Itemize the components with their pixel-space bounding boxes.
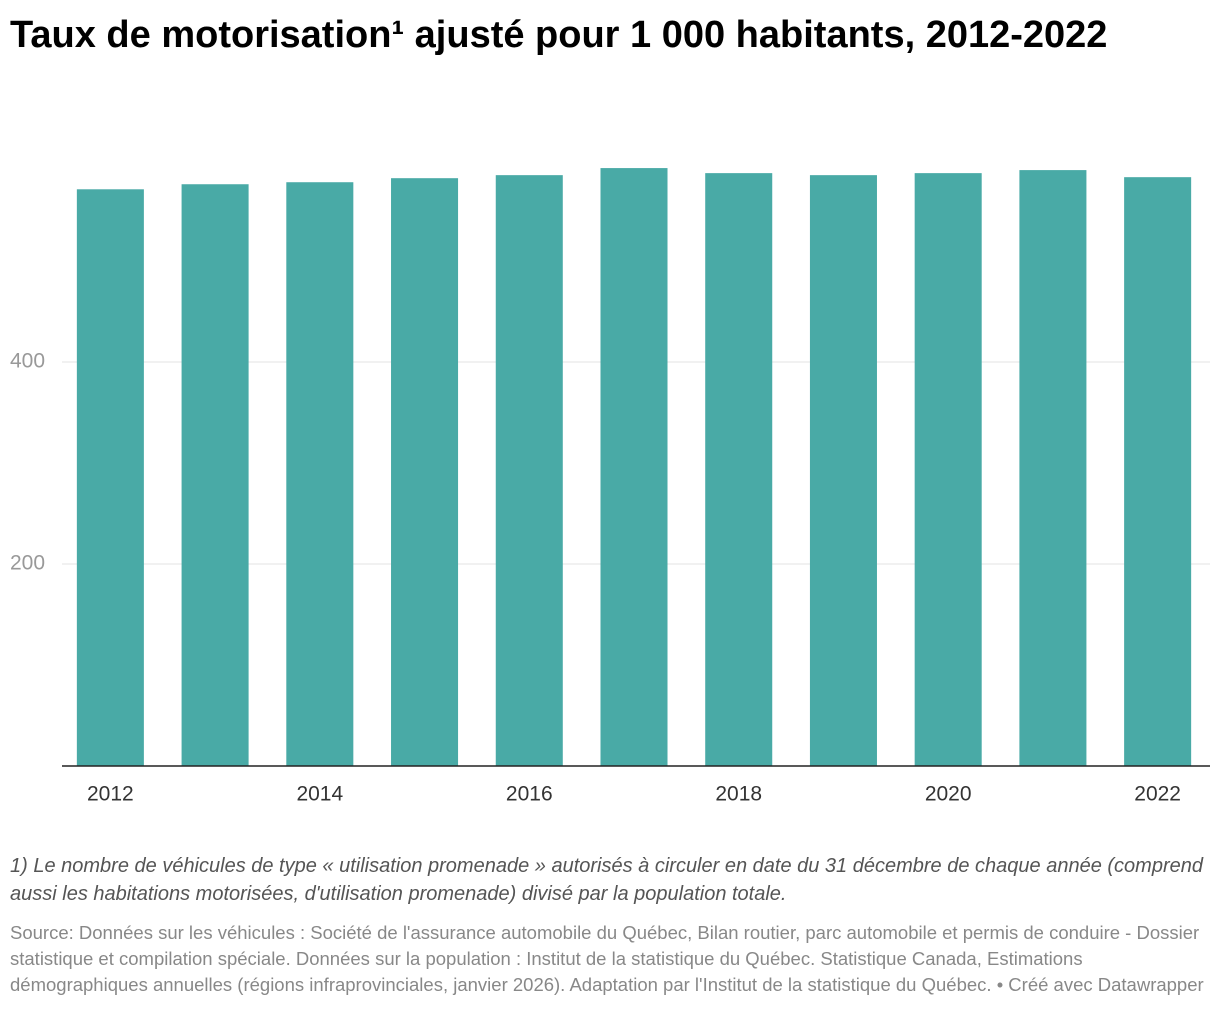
- x-tick-label: 2016: [506, 783, 553, 806]
- x-tick-label: 2020: [925, 783, 972, 806]
- bar: [1019, 170, 1087, 767]
- bar: [286, 182, 354, 767]
- y-tick-label: 400: [10, 350, 45, 373]
- bar: [76, 189, 144, 767]
- bar: [914, 173, 982, 766]
- chart: 200 400 2012 2014 2016 2018 2020 2022: [10, 168, 1210, 806]
- x-tick-label: 2012: [87, 783, 134, 806]
- bar: [1124, 177, 1192, 767]
- y-tick-label: 200: [10, 552, 45, 575]
- bar: [705, 173, 773, 766]
- bar: [809, 175, 877, 766]
- bar: [391, 178, 459, 766]
- x-tick-label: 2022: [1134, 783, 1181, 806]
- chart-title: Taux de motorisation¹ ajusté pour 1 000 …: [10, 14, 1108, 56]
- x-tick-label: 2014: [296, 783, 343, 806]
- x-tick-label: 2018: [715, 783, 762, 806]
- bar: [181, 184, 249, 767]
- source: Source: Données sur les véhicules : Soci…: [10, 922, 1204, 995]
- bar: [495, 175, 563, 766]
- bar: [600, 168, 668, 766]
- footnote: 1) Le nombre de véhicules de type « util…: [10, 855, 1203, 905]
